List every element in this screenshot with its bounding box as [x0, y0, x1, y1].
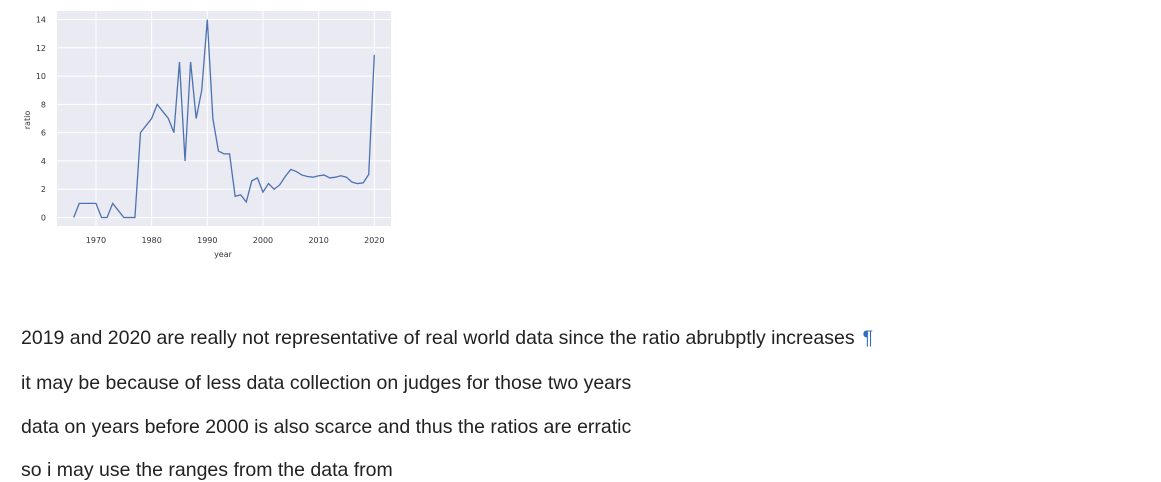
chart-svg: 1970 1980 1990 2000 2010 2020 0 2 4 6 8 10 12 14 yea…	[23, 11, 391, 259]
ratio-by-year-chart: 1970 1980 1990 2000 2010 2020 0 2 4 6 8 10 12 14 yea…	[0, 0, 400, 265]
markdown-line-2: it may be because of less data collectio…	[21, 372, 632, 394]
markdown-line-4: so i may use the ranges from the data fr…	[21, 459, 393, 481]
anchor-link[interactable]: ¶	[862, 327, 874, 349]
y-axis-label: ratio	[23, 111, 32, 130]
y-tick-label: 14	[36, 15, 46, 24]
x-tick-label: 1970	[86, 236, 106, 245]
y-tick-label: 4	[41, 157, 46, 166]
y-tick-labels: 0 2 4 6 8 10 12 14	[36, 15, 46, 222]
series-line	[73, 19, 375, 219]
x-tick-label: 2010	[308, 236, 328, 245]
grid-lines	[57, 11, 391, 226]
x-tick-label: 1990	[197, 236, 217, 245]
x-axis-label: year	[214, 250, 233, 259]
y-tick-label: 12	[36, 44, 46, 53]
y-tick-label: 0	[41, 214, 46, 223]
markdown-line-3: data on years before 2000 is also scarce…	[21, 416, 632, 438]
y-tick-label: 2	[41, 185, 46, 194]
markdown-line-1: 2019 and 2020 are really not representat…	[21, 326, 873, 350]
x-tick-label: 2020	[364, 236, 384, 245]
y-tick-label: 8	[41, 100, 46, 109]
y-tick-label: 10	[36, 72, 46, 81]
x-tick-labels: 1970 1980 1990 2000 2010 2020	[86, 236, 385, 245]
plot-background	[57, 11, 391, 226]
x-tick-label: 1980	[141, 236, 161, 245]
x-tick-label: 2000	[253, 236, 273, 245]
markdown-line-1-text: 2019 and 2020 are really not representat…	[21, 327, 855, 349]
y-tick-label: 6	[41, 129, 46, 138]
